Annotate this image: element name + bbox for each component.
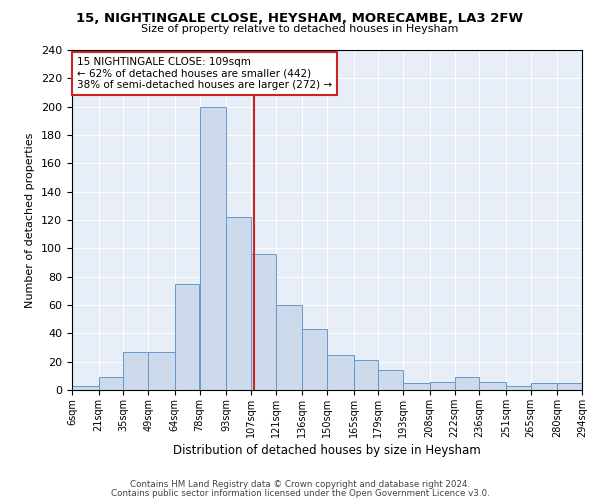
Text: Contains HM Land Registry data © Crown copyright and database right 2024.: Contains HM Land Registry data © Crown c… — [130, 480, 470, 489]
Bar — [275, 305, 302, 390]
Bar — [251, 254, 275, 390]
Y-axis label: Number of detached properties: Number of detached properties — [25, 132, 35, 308]
Bar — [226, 217, 251, 390]
Bar — [302, 329, 327, 390]
Bar — [430, 382, 455, 390]
Bar — [530, 383, 557, 390]
Bar — [148, 352, 175, 390]
Bar — [506, 386, 530, 390]
Text: 15, NIGHTINGALE CLOSE, HEYSHAM, MORECAMBE, LA3 2FW: 15, NIGHTINGALE CLOSE, HEYSHAM, MORECAMB… — [76, 12, 524, 26]
Bar — [479, 382, 506, 390]
Bar — [124, 352, 148, 390]
Bar — [327, 354, 353, 390]
X-axis label: Distribution of detached houses by size in Heysham: Distribution of detached houses by size … — [173, 444, 481, 457]
Bar — [175, 284, 199, 390]
Bar — [379, 370, 403, 390]
Text: Contains public sector information licensed under the Open Government Licence v3: Contains public sector information licen… — [110, 488, 490, 498]
Bar — [455, 378, 479, 390]
Bar — [557, 383, 582, 390]
Text: Size of property relative to detached houses in Heysham: Size of property relative to detached ho… — [142, 24, 458, 34]
Bar — [403, 383, 430, 390]
Bar — [98, 378, 124, 390]
Text: 15 NIGHTINGALE CLOSE: 109sqm
← 62% of detached houses are smaller (442)
38% of s: 15 NIGHTINGALE CLOSE: 109sqm ← 62% of de… — [77, 57, 332, 90]
Bar — [72, 386, 98, 390]
Bar — [199, 106, 226, 390]
Bar — [353, 360, 379, 390]
